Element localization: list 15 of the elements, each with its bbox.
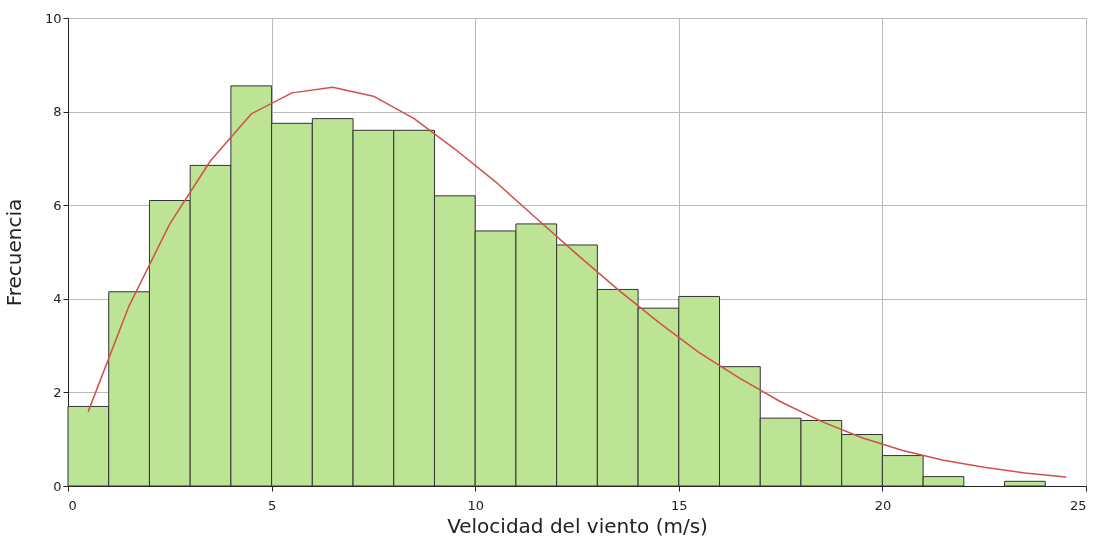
x-tick-label: 10 bbox=[467, 497, 484, 513]
line-series bbox=[87, 86, 1067, 478]
y-axis-title: Frecuencia bbox=[1, 198, 26, 307]
y-tick-label: 8 bbox=[53, 104, 62, 120]
x-tick-label: 25 bbox=[1069, 497, 1087, 513]
y-tick-label: 10 bbox=[44, 10, 62, 26]
y-tick-label: 2 bbox=[53, 384, 62, 400]
y-tick-label: 6 bbox=[53, 197, 62, 213]
x-axis-title: Velocidad del viento (m/s) bbox=[447, 513, 708, 538]
x-tick-label: 20 bbox=[874, 497, 892, 513]
y-tick-label: 4 bbox=[53, 291, 62, 307]
y-tick-label: 0 bbox=[53, 478, 62, 494]
x-tick-label: 5 bbox=[267, 497, 277, 513]
x-tick-label: 0 bbox=[68, 497, 77, 513]
x-tick-label: 15 bbox=[671, 497, 688, 513]
